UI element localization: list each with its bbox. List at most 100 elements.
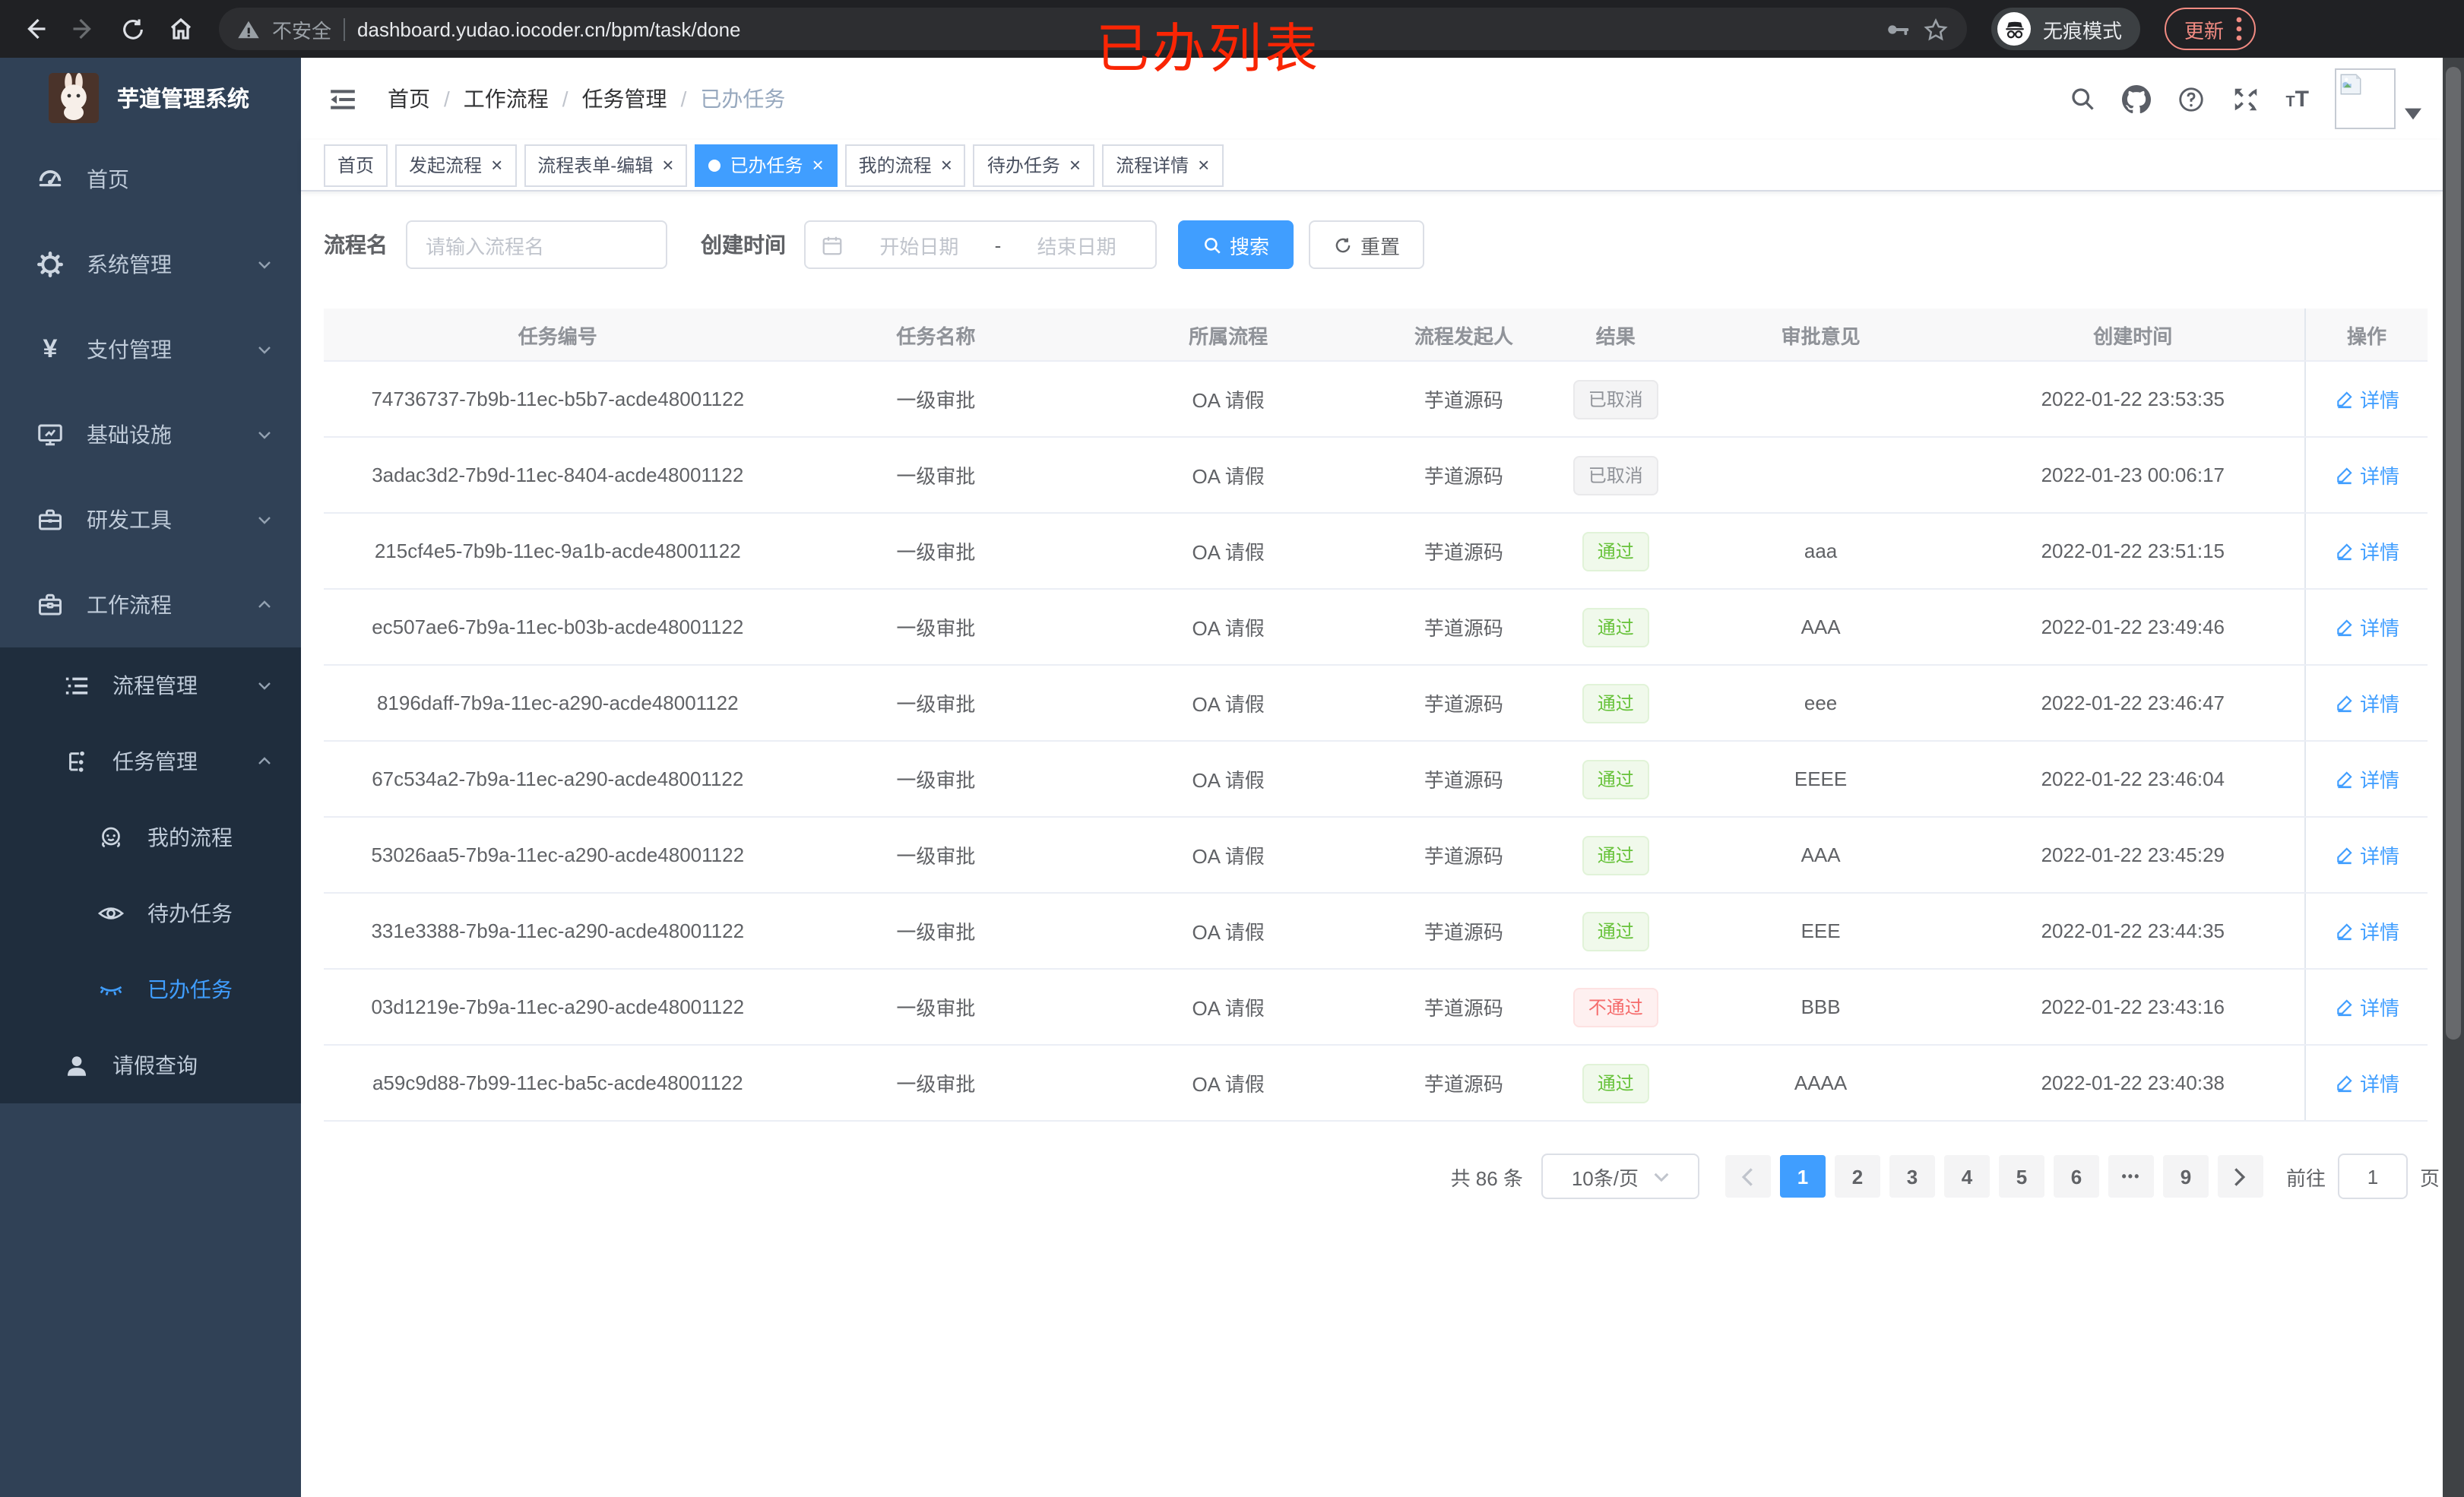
security-warning-icon[interactable] bbox=[237, 17, 260, 40]
search-icon bbox=[1205, 237, 1221, 253]
chevron-down-icon bbox=[1654, 1172, 1669, 1182]
sidebar-item-task-mgmt[interactable]: 任务管理 bbox=[0, 723, 301, 799]
avatar[interactable] bbox=[2335, 68, 2396, 129]
task-starter: 芋道源码 bbox=[1424, 769, 1503, 792]
table-row: 03d1219e-7b9a-11ec-a290-acde48001122 一级审… bbox=[324, 970, 2428, 1046]
tab-label: 首页 bbox=[337, 155, 375, 176]
page-button-9[interactable]: 9 bbox=[2162, 1155, 2209, 1198]
tab-process-detail[interactable]: 流程详情 × bbox=[1102, 144, 1224, 186]
tab-todo-tasks[interactable]: 待办任务 × bbox=[973, 144, 1095, 186]
page-button-1[interactable]: 1 bbox=[1779, 1155, 1826, 1198]
task-starter: 芋道源码 bbox=[1424, 693, 1503, 716]
detail-link[interactable]: 详情 bbox=[2334, 612, 2399, 641]
date-range-input[interactable]: 开始日期 - 结束日期 bbox=[804, 220, 1157, 269]
detail-link[interactable]: 详情 bbox=[2334, 840, 2399, 869]
sidebar-item-devtools[interactable]: 研发工具 bbox=[0, 477, 301, 562]
home-icon[interactable] bbox=[161, 9, 201, 49]
sidebar-item-payment[interactable]: ¥ 支付管理 bbox=[0, 307, 301, 392]
page-button-5[interactable]: 5 bbox=[1998, 1155, 2044, 1198]
tab-close-icon[interactable]: × bbox=[812, 153, 824, 176]
page-button-3[interactable]: 3 bbox=[1889, 1155, 1935, 1198]
tab-start-process[interactable]: 发起流程 × bbox=[395, 144, 517, 186]
github-icon[interactable] bbox=[2121, 84, 2151, 113]
tab-home[interactable]: 首页 bbox=[324, 144, 388, 186]
tab-close-icon[interactable]: × bbox=[1069, 153, 1082, 176]
task-name: 一级审批 bbox=[896, 997, 976, 1020]
scrollbar-thumb[interactable] bbox=[2446, 67, 2461, 1040]
tab-label: 流程表单-编辑 bbox=[537, 155, 654, 176]
sidebar-item-my-process[interactable]: 我的流程 bbox=[0, 799, 301, 875]
task-name: 一级审批 bbox=[896, 617, 976, 640]
sidebar-toggle-icon[interactable] bbox=[328, 84, 357, 113]
col-create-time: 创建时间 bbox=[2093, 324, 2173, 347]
breadcrumb-item[interactable]: 首页 bbox=[388, 87, 430, 111]
incognito-badge: 无痕模式 bbox=[1991, 8, 2141, 50]
password-key-icon[interactable] bbox=[1885, 16, 1911, 42]
page-size-select[interactable]: 10条/页 bbox=[1541, 1154, 1699, 1199]
breadcrumb-current: 已办任务 bbox=[700, 87, 786, 111]
window-scrollbar[interactable] bbox=[2443, 58, 2464, 1497]
detail-link[interactable]: 详情 bbox=[2334, 764, 2399, 793]
sidebar-item-home[interactable]: 首页 bbox=[0, 137, 301, 222]
bookmark-star-icon[interactable] bbox=[1923, 16, 1949, 42]
next-page-button[interactable] bbox=[2217, 1155, 2263, 1198]
help-icon[interactable] bbox=[2176, 84, 2205, 113]
sidebar-item-label: 已办任务 bbox=[147, 977, 233, 1002]
chevron-down-icon bbox=[255, 511, 274, 529]
reset-button[interactable]: 重置 bbox=[1309, 220, 1425, 269]
col-starter: 流程发起人 bbox=[1414, 324, 1513, 347]
sidebar-item-infra[interactable]: 基础设施 bbox=[0, 392, 301, 477]
tab-my-process[interactable]: 我的流程 × bbox=[844, 144, 966, 186]
address-bar[interactable]: 不安全 dashboard.yudao.iocoder.cn/bpm/task/… bbox=[219, 8, 1967, 50]
process-name-label: 流程名 bbox=[324, 233, 388, 257]
page-button-2[interactable]: 2 bbox=[1834, 1155, 1880, 1198]
reload-icon[interactable] bbox=[112, 9, 152, 49]
breadcrumb-item[interactable]: 任务管理 bbox=[581, 87, 667, 111]
tab-close-icon[interactable]: × bbox=[940, 153, 952, 176]
edit-icon bbox=[2336, 543, 2352, 561]
process-name-input[interactable]: 请输入流程名 bbox=[406, 220, 667, 269]
incognito-icon bbox=[1997, 12, 2031, 46]
sidebar-item-workflow[interactable]: 工作流程 bbox=[0, 562, 301, 647]
sidebar-item-leave-query[interactable]: 请假查询 bbox=[0, 1027, 301, 1103]
goto-page-input[interactable]: 1 bbox=[2337, 1154, 2408, 1199]
back-icon[interactable] bbox=[15, 9, 55, 49]
user-menu[interactable] bbox=[2335, 68, 2421, 129]
detail-link[interactable]: 详情 bbox=[2334, 688, 2399, 717]
status-badge: 通过 bbox=[1582, 531, 1649, 571]
sidebar-item-system[interactable]: 系统管理 bbox=[0, 222, 301, 307]
detail-link[interactable]: 详情 bbox=[2334, 916, 2399, 945]
browser-toolbar: 不安全 dashboard.yudao.iocoder.cn/bpm/task/… bbox=[0, 0, 2464, 58]
page-ellipsis[interactable]: ••• bbox=[2108, 1155, 2154, 1198]
sidebar-item-done-tasks[interactable]: 已办任务 bbox=[0, 951, 301, 1027]
sidebar-item-todo-tasks[interactable]: 待办任务 bbox=[0, 875, 301, 951]
eye-icon bbox=[96, 900, 126, 927]
sidebar-logo[interactable]: 芋道管理系统 bbox=[0, 58, 301, 137]
browser-menu-icon[interactable] bbox=[2236, 17, 2242, 41]
chevron-up-icon bbox=[255, 596, 274, 614]
breadcrumb-item[interactable]: 工作流程 bbox=[463, 87, 549, 111]
detail-link[interactable]: 详情 bbox=[2334, 1068, 2399, 1097]
prev-page-button[interactable] bbox=[1724, 1155, 1771, 1198]
page-button-4[interactable]: 4 bbox=[1943, 1155, 1990, 1198]
table-row: 331e3388-7b9a-11ec-a290-acde48001122 一级审… bbox=[324, 894, 2428, 970]
tab-close-icon[interactable]: × bbox=[1198, 153, 1210, 176]
detail-link[interactable]: 详情 bbox=[2334, 536, 2399, 565]
update-button[interactable]: 更新 bbox=[2165, 8, 2257, 50]
page-button-6[interactable]: 6 bbox=[2053, 1155, 2099, 1198]
search-icon[interactable] bbox=[2068, 85, 2095, 112]
detail-link[interactable]: 详情 bbox=[2334, 992, 2399, 1021]
fullscreen-icon[interactable] bbox=[2231, 84, 2260, 113]
tab-close-icon[interactable]: × bbox=[662, 153, 674, 176]
range-separator: - bbox=[994, 233, 1002, 256]
forward-icon[interactable] bbox=[64, 9, 103, 49]
task-time: 2022-01-22 23:44:35 bbox=[2041, 919, 2225, 942]
tab-close-icon[interactable]: × bbox=[491, 153, 503, 176]
detail-link[interactable]: 详情 bbox=[2334, 460, 2399, 489]
tab-done-tasks[interactable]: 已办任务 × bbox=[695, 144, 838, 186]
search-button[interactable]: 搜索 bbox=[1178, 220, 1294, 269]
sidebar-item-process-mgmt[interactable]: 流程管理 bbox=[0, 647, 301, 723]
tab-form-edit[interactable]: 流程表单-编辑 × bbox=[524, 144, 688, 186]
detail-link[interactable]: 详情 bbox=[2334, 385, 2399, 413]
